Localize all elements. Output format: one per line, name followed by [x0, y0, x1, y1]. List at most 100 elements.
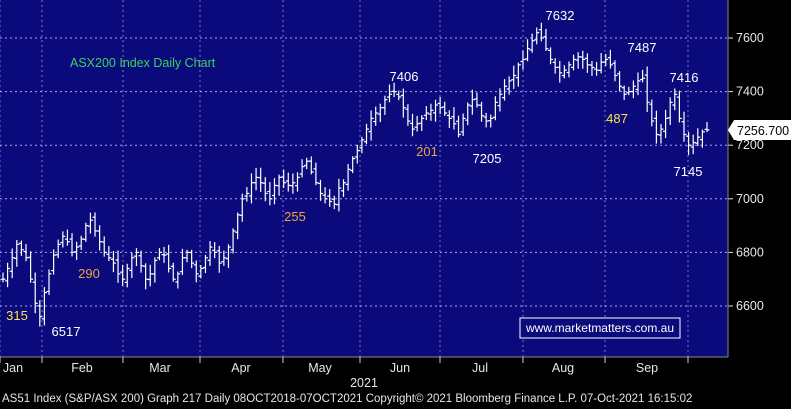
- ohlc-bar: [492, 96, 498, 121]
- ohlc-bar: [437, 96, 443, 115]
- price-label: 7487: [628, 40, 657, 55]
- ohlc-bar: [110, 250, 116, 273]
- year-label: 2021: [350, 376, 378, 390]
- x-tick-label: Aug: [552, 361, 574, 375]
- ohlc-bar: [465, 102, 471, 126]
- ohlc-bar: [202, 254, 208, 274]
- ohlc-bar: [276, 174, 282, 196]
- x-tick-label: Mar: [149, 361, 171, 375]
- ohlc-bar: [589, 60, 595, 76]
- ohlc-bar: [658, 123, 664, 144]
- ohlc-bar: [598, 53, 604, 74]
- ohlc-bar: [603, 53, 609, 67]
- ohlc-bar: [64, 229, 70, 246]
- ohlc-bar: [607, 49, 613, 69]
- ohlc-bar: [644, 66, 650, 112]
- ohlc-bar: [32, 272, 38, 314]
- watermark-box[interactable]: www.marketmatters.com.au: [519, 317, 681, 339]
- ohlc-bar: [14, 239, 20, 267]
- move-label: 487: [606, 111, 628, 126]
- price-label: 7632: [546, 8, 575, 23]
- ohlc-bar: [497, 88, 503, 112]
- ohlc-bar: [133, 248, 139, 267]
- ohlc-bar: [699, 129, 705, 148]
- ohlc-bar: [663, 109, 669, 139]
- ohlc-bar: [681, 111, 687, 142]
- ohlc-bar: [216, 245, 222, 273]
- ohlc-bar: [672, 88, 678, 111]
- ohlc-bar: [290, 173, 296, 194]
- ohlc-bar: [695, 128, 701, 147]
- ohlc-bar: [120, 264, 126, 286]
- ohlc-bar: [87, 212, 93, 234]
- watermark-text[interactable]: www.marketmatters.com.au: [525, 321, 674, 335]
- ohlc-bar: [308, 156, 314, 175]
- ohlc-bar: [138, 250, 144, 273]
- chart-title: ASX200 Index Daily Chart: [70, 56, 216, 70]
- move-label: 290: [78, 266, 100, 281]
- ohlc-bar: [225, 244, 231, 268]
- ohlc-bar: [520, 50, 526, 70]
- ohlc-bar: [354, 144, 360, 164]
- ohlc-bar: [313, 162, 319, 186]
- x-tick-label: May: [308, 361, 332, 375]
- ohlc-bar: [474, 92, 480, 108]
- ohlc-bar: [676, 90, 682, 123]
- ohlc-bar: [511, 65, 517, 89]
- ohlc-bar: [0, 272, 6, 283]
- ohlc-bar: [410, 113, 416, 137]
- ohlc-bar: [244, 187, 250, 202]
- ohlc-bar: [193, 260, 199, 283]
- ohlc-bar: [327, 189, 333, 207]
- ohlc-bar: [322, 187, 328, 204]
- ohlc-bar: [101, 236, 107, 257]
- ohlc-bar: [340, 179, 346, 197]
- ohlc-bar: [248, 173, 254, 204]
- x-tick-label: Jan: [3, 361, 23, 375]
- ohlc-bar: [667, 97, 673, 126]
- ohlc-bar: [221, 250, 227, 266]
- x-axis: Jan Feb Mar Apr May Jun Jul Aug Sep: [0, 356, 728, 375]
- ohlc-bar: [612, 60, 618, 82]
- ohlc-bar: [433, 99, 439, 122]
- ohlc-bar: [170, 262, 176, 282]
- ohlc-bar: [506, 76, 512, 95]
- ohlc-bar: [78, 235, 84, 250]
- ohlc-bar: [359, 136, 365, 154]
- ohlc-bar: [382, 95, 388, 115]
- ohlc-bar: [304, 157, 310, 170]
- ohlc-bar: [92, 212, 98, 237]
- ohlc-bar: [175, 271, 181, 289]
- ohlc-bar: [23, 243, 29, 262]
- ohlc-bar: [28, 251, 34, 283]
- ohlc-bar: [51, 249, 57, 275]
- ohlc-bar: [235, 212, 241, 240]
- price-label: 7205: [473, 151, 502, 166]
- ohlc-bar: [258, 167, 264, 192]
- footer-bar: AS51 Index (S&P/ASX 200) Graph 217 Daily…: [0, 390, 791, 409]
- ohlc-bar: [46, 269, 52, 295]
- ohlc-bar: [419, 115, 425, 132]
- y-tick-label: 7000: [736, 192, 764, 206]
- move-label: 255: [284, 209, 306, 224]
- ohlc-bar: [451, 107, 457, 130]
- ohlc-bar: [626, 86, 632, 96]
- ohlc-bar: [483, 112, 489, 128]
- y-tick-label: 6800: [736, 245, 764, 259]
- ohlc-bar: [552, 58, 558, 74]
- ohlc-bar: [405, 104, 411, 126]
- ohlc-bar: [594, 62, 600, 76]
- last-price-tag: 7256.700: [728, 120, 791, 141]
- ohlc-bar: [649, 99, 655, 127]
- ohlc-bar: [548, 47, 554, 65]
- ohlc-bar: [271, 178, 277, 205]
- ohlc-bar: [41, 287, 47, 326]
- ohlc-bar: [515, 62, 521, 87]
- ohlc-bar: [543, 28, 549, 51]
- price-label: 6517: [52, 324, 81, 339]
- ohlc-bar: [630, 80, 636, 99]
- ohlc-bar: [5, 262, 11, 288]
- ohlc-bar: [207, 241, 213, 266]
- ohlc-bar: [525, 39, 531, 62]
- ohlc-bar: [580, 50, 586, 69]
